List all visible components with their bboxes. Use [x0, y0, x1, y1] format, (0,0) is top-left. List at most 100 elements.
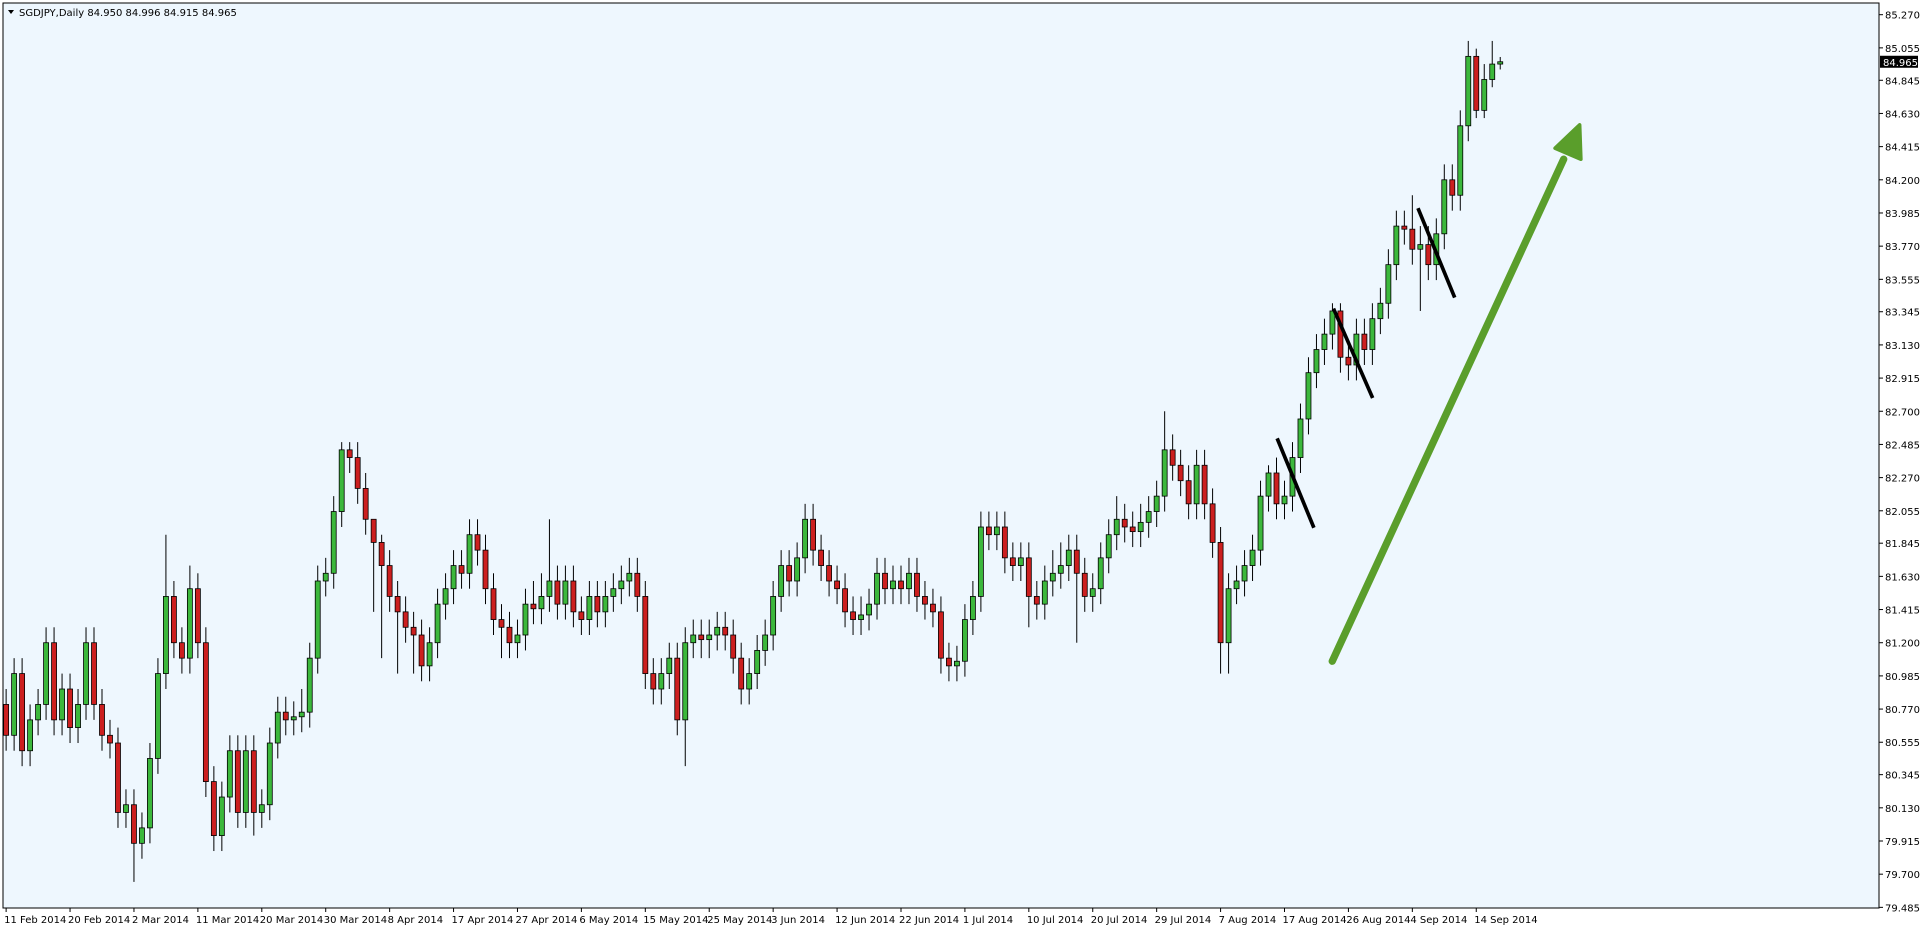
candle-body [882, 572, 888, 590]
candle-body [186, 588, 193, 659]
candle-body [778, 565, 785, 597]
candle-body [123, 804, 129, 813]
y-tick-label: 80.770 [1885, 705, 1920, 716]
candle-body [450, 565, 457, 590]
x-tick-label: 29 Jul 2014 [1155, 915, 1212, 926]
candle-body [1017, 557, 1024, 566]
candle-body [1169, 449, 1176, 466]
candle-body [218, 796, 225, 837]
candle-body [538, 596, 545, 610]
candle-body [1209, 503, 1216, 543]
arrow-head [1553, 123, 1583, 162]
candle-body [962, 619, 968, 662]
candle-body [906, 572, 912, 590]
candle-body [1105, 534, 1112, 559]
candle-body [330, 511, 337, 574]
candle-body [378, 542, 385, 566]
candle-body [1041, 580, 1048, 605]
y-tick-label: 80.555 [1885, 738, 1920, 749]
candle-body [1417, 244, 1424, 250]
candle-body [1497, 61, 1504, 65]
y-tick-label: 81.415 [1885, 606, 1920, 617]
candle-body [762, 634, 769, 651]
candle-body [210, 781, 217, 837]
candle-body [1345, 356, 1352, 366]
candles [3, 40, 1504, 882]
candle-body [171, 596, 177, 644]
candle-body [1369, 318, 1376, 350]
candle-body [946, 657, 952, 667]
candle-body [1409, 228, 1416, 250]
y-tick-label: 83.985 [1885, 209, 1920, 220]
candle-body [1097, 557, 1104, 590]
candle-body [954, 660, 960, 667]
candle-body [650, 673, 657, 690]
candle-body [418, 634, 425, 667]
candle-body [1305, 372, 1312, 420]
candle-body [354, 457, 361, 489]
candle-body [802, 518, 809, 559]
y-tick-label: 84.200 [1885, 176, 1920, 187]
candle-body [131, 804, 137, 844]
candle-body [402, 611, 409, 628]
candle-body [226, 750, 233, 798]
candle-body [178, 642, 185, 659]
candle-body [938, 611, 944, 659]
candle-body [618, 580, 625, 590]
annotations [1275, 123, 1583, 665]
y-tick-label: 79.485 [1885, 903, 1920, 914]
candle-body [306, 657, 313, 713]
candle-body [474, 534, 481, 551]
candle-body [530, 603, 537, 610]
candle-body [434, 603, 441, 644]
candle-body [1329, 310, 1336, 335]
x-tick-label: 20 Feb 2014 [68, 915, 130, 926]
candle-body [234, 750, 241, 813]
candle-body [930, 603, 936, 613]
candle-body [290, 716, 297, 721]
candle-body [147, 758, 153, 829]
y-tick-label: 80.130 [1885, 804, 1920, 815]
candle-body [410, 626, 417, 636]
candle-body [858, 614, 864, 620]
x-tick-label: 3 Jun 2014 [771, 915, 825, 926]
candle-body [554, 580, 561, 605]
x-tick-label: 11 Feb 2014 [4, 915, 66, 926]
x-tick-label: 1 Jul 2014 [963, 915, 1013, 926]
candle-body [1001, 526, 1008, 559]
candle-body [202, 642, 209, 782]
candle-body [977, 526, 984, 597]
candle-body [1025, 557, 1032, 597]
candle-body [1425, 244, 1432, 266]
candle-body [546, 580, 553, 597]
candle-body [27, 719, 33, 752]
y-tick-label: 81.845 [1885, 539, 1920, 550]
candle-body [426, 642, 433, 667]
x-tick-label: 4 Sep 2014 [1410, 915, 1467, 926]
candle-body [969, 596, 976, 620]
candle-body [570, 580, 577, 613]
candle-body [506, 626, 513, 644]
plot-area [2, 2, 1880, 909]
candle-body [1441, 179, 1448, 235]
candle-body [163, 596, 169, 674]
candle-body [1065, 549, 1072, 566]
y-tick-label: 83.770 [1885, 242, 1920, 253]
candle-body [1049, 572, 1056, 582]
candle-body [1113, 518, 1120, 536]
y-tick-label: 82.055 [1885, 507, 1920, 518]
candle-body [690, 634, 697, 644]
candle-body [3, 704, 10, 736]
candle-body [834, 580, 840, 590]
candle-body [59, 688, 65, 721]
y-tick-label: 85.055 [1885, 44, 1920, 55]
candle-body [602, 596, 609, 613]
candle-body [338, 449, 345, 512]
trend-line [1275, 437, 1316, 529]
candle-body [586, 596, 593, 620]
candle-body [874, 572, 880, 605]
candle-body [194, 588, 201, 644]
candle-body [1201, 464, 1208, 505]
candle-body [1185, 480, 1192, 505]
x-tick-label: 20 Jul 2014 [1091, 915, 1148, 926]
